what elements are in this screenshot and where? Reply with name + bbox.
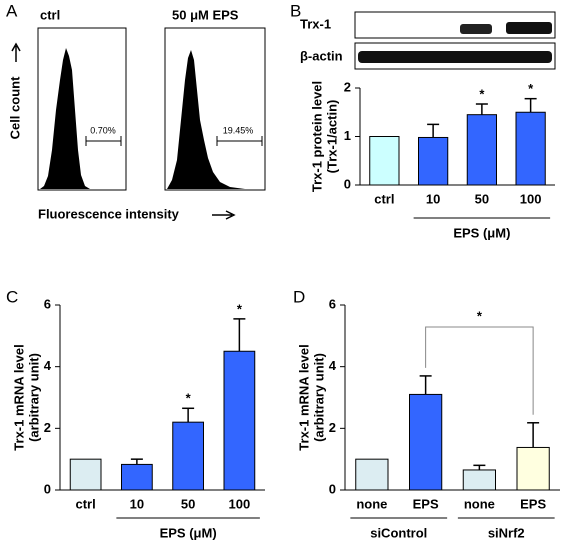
y-axis-label: (arbitrary unit) [26, 353, 41, 442]
y-axis-label: (Trx-1/actin) [324, 100, 339, 174]
panel-letter: A [6, 1, 18, 20]
y-tick-label: 1 [344, 128, 351, 143]
bar [172, 421, 204, 491]
x-tick-label: none [464, 496, 495, 511]
bar [355, 458, 389, 491]
x-tick-label: 50 [181, 496, 195, 511]
blot-band [358, 51, 552, 63]
plot-frame [164, 27, 266, 191]
bar [466, 114, 497, 186]
group-label: siControl [370, 525, 427, 540]
y-tick-label: 4 [329, 358, 337, 373]
blot-label: Trx-1 [300, 16, 331, 31]
y-tick-label: 0 [344, 176, 351, 191]
y-tick-label: 2 [329, 420, 336, 435]
histogram-shape [167, 50, 245, 189]
comparison-label: * [477, 308, 483, 323]
x-tick-label: ctrl [374, 191, 394, 206]
y-tick-label: 2 [344, 79, 351, 94]
group-label: EPS (μM) [453, 225, 510, 240]
blot-band [460, 24, 492, 34]
group-label: siNrf2 [488, 525, 525, 540]
blot-band [506, 22, 552, 34]
plot-frame [37, 27, 127, 191]
bar [121, 463, 153, 491]
panel-letter: D [293, 287, 305, 306]
bar [516, 446, 550, 491]
bar [369, 136, 400, 186]
gate-label: 19.45% [223, 125, 254, 135]
x-tick-label: 100 [229, 496, 251, 511]
y-axis-label: Trx-1 mRNA level [296, 344, 311, 450]
x-tick-label: EPS [520, 496, 546, 511]
significance: * [479, 86, 485, 101]
y-tick-label: 6 [44, 296, 51, 311]
bar [223, 350, 256, 491]
x-tick-label: EPS [413, 496, 439, 511]
histogram-shape [40, 48, 90, 189]
y-axis-label: (arbitrary unit) [311, 353, 326, 442]
significance: * [528, 81, 534, 96]
x-tick-label: 50 [475, 191, 489, 206]
sample-label: ctrl [40, 7, 60, 22]
bar [409, 393, 443, 491]
sample-label: 50 μM EPS [172, 7, 239, 22]
comparison-bracket [425, 326, 534, 415]
x-axis-label: Fluorescence intensity [38, 206, 180, 221]
y-tick-label: 0 [44, 481, 51, 496]
bar [418, 136, 449, 186]
y-axis-label: Trx-1 mRNA level [11, 344, 26, 450]
bar [69, 458, 102, 491]
x-tick-label: none [356, 496, 387, 511]
x-tick-label: ctrl [76, 496, 96, 511]
y-tick-label: 4 [44, 358, 52, 373]
x-tick-label: 10 [130, 496, 144, 511]
blot-label: β-actin [300, 48, 343, 63]
bar [515, 111, 546, 186]
arrow [11, 42, 21, 62]
x-tick-label: 10 [426, 191, 440, 206]
gate-label: 0.70% [90, 125, 116, 135]
panel-letter: B [290, 1, 301, 20]
y-tick-label: 2 [44, 420, 51, 435]
significance: * [237, 301, 243, 316]
y-tick-label: 6 [329, 296, 336, 311]
bar [462, 469, 496, 491]
group-label: EPS (μM) [160, 525, 217, 540]
y-axis-label: Trx-1 protein level [309, 81, 324, 192]
x-tick-label: 100 [520, 191, 542, 206]
y-axis-label: Cell count [7, 76, 22, 140]
significance: * [186, 391, 192, 406]
y-tick-label: 0 [329, 481, 336, 496]
arrow [212, 210, 236, 220]
panel-letter: C [6, 287, 18, 306]
